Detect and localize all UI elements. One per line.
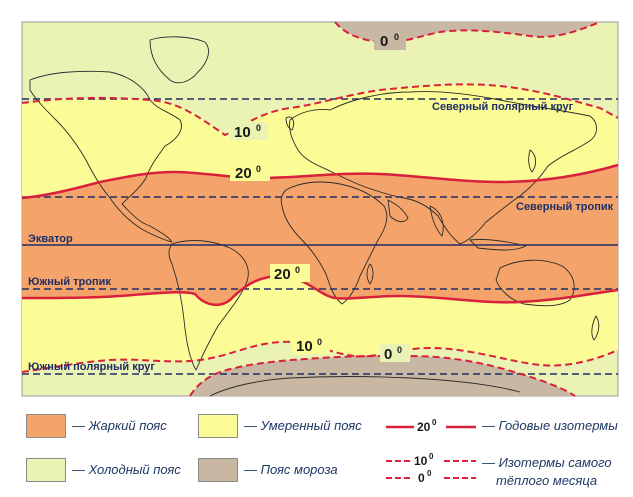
isotherm-0-south [189, 354, 576, 397]
isotherm-20-north [21, 163, 619, 200]
isotherm-value-10-south: 10 [296, 338, 313, 355]
legend-swatch-hot [26, 414, 66, 438]
isotherm-value-20-south: 20 [274, 266, 291, 283]
legend-warm-month-isotherm-lines: 10 0 0 0 [386, 452, 476, 485]
legend-label-frost: — Пояс мороза [244, 462, 338, 477]
legend-warm-degree-0: 0 [427, 469, 432, 478]
greenland-outline [149, 36, 209, 84]
hot-zone [22, 165, 618, 305]
isotherm-label-20-north: 20 0 [230, 163, 270, 182]
isotherm-value-0-north: 0 [380, 33, 388, 50]
legend-warm-value-10: 10 [414, 454, 428, 468]
isotherm-label-10-north: 10 0 [230, 122, 268, 141]
africa-outline [280, 181, 388, 305]
isotherm-10-north [21, 83, 619, 137]
isotherm-value-20-north: 20 [235, 165, 252, 182]
tropic-cancer-label: Северный тропик [516, 201, 614, 213]
japan-outline [528, 149, 537, 173]
isotherm-degree-0-south: 0 [397, 345, 402, 355]
legend-label-cold: — Холодный пояс [72, 462, 181, 477]
legend-annual-degree: 0 [432, 418, 437, 427]
legend-label-temperate: — Умеренный пояс [244, 418, 362, 433]
legend-annual-isotherm-line: 20 0 [386, 418, 476, 434]
isotherm-label-0-south: 0 0 [380, 344, 410, 363]
south-america-outline [168, 240, 249, 371]
isotherm-degree-10-north: 0 [256, 123, 261, 133]
australia-outline [495, 259, 575, 307]
madagascar-outline [366, 263, 374, 285]
new-zealand-outline [591, 315, 600, 341]
continents [29, 36, 600, 397]
legend-label-annual-isotherms: — Годовые изотермы [482, 418, 618, 433]
frost-zone-south [190, 356, 575, 396]
arabia-outline [387, 199, 409, 223]
tropic-capricorn-label: Южный тропик [28, 276, 111, 288]
legend-label-hot: — Жаркий пояс [72, 418, 167, 433]
arctic-circle-label: Северный полярный круг [432, 101, 574, 113]
isotherm-label-10-south: 10 0 [292, 336, 330, 355]
eurasia-outline [289, 91, 597, 245]
isotherm-degree-10-south: 0 [317, 337, 322, 347]
legend-annual-value: 20 [417, 420, 431, 434]
antarctica-outline [209, 376, 521, 397]
isotherm-degree-20-north: 0 [256, 164, 261, 174]
uk-outline [285, 116, 295, 131]
legend-swatch-temperate [198, 414, 238, 438]
indonesia-outline [469, 239, 527, 251]
isotherm-value-10-north: 10 [234, 124, 251, 141]
isotherm-value-0-south: 0 [384, 346, 392, 363]
legend-warm-value-0: 0 [418, 471, 425, 485]
legend-label-warm-month-line1: — Изотермы самого [482, 455, 612, 470]
legend-label-warm-month-line2: тёплого месяца [496, 473, 598, 488]
north-america-outline [29, 70, 182, 243]
isotherm-degree-0-north: 0 [394, 32, 399, 42]
equator-label: Экватор [28, 233, 73, 245]
legend-warm-degree-10: 0 [429, 452, 434, 461]
isotherm-label-0-north: 0 0 [374, 32, 406, 50]
legend-swatch-cold [26, 458, 66, 482]
isotherm-degree-20-south: 0 [295, 265, 300, 275]
legend-swatch-frost [198, 458, 238, 482]
antarctic-circle-label: Южный полярный круг [28, 361, 155, 373]
isotherm-label-20-south: 20 0 [270, 264, 310, 283]
isotherm-0-north [334, 21, 601, 44]
india-outline [429, 205, 444, 237]
